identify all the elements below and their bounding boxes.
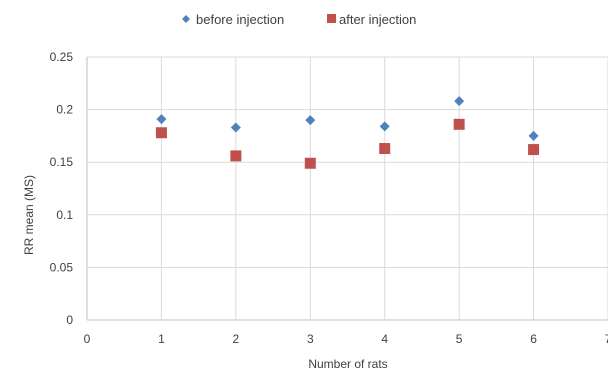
before-injection-point [528,130,539,141]
legend-label-after: after injection [339,12,416,27]
x-axis-title: Number of rats [308,357,387,371]
before-injection-point [156,114,167,125]
y-tick-label: 0.15 [50,155,74,169]
before-injection-point [379,121,390,132]
x-tick-label: 5 [456,332,463,346]
after-injection-point [230,150,242,162]
x-tick-label: 7 [605,332,608,346]
after-injection-point [528,144,540,156]
legend-diamond-marker [182,15,190,23]
x-tick-label: 4 [381,332,388,346]
x-tick-label: 3 [307,332,314,346]
grid-lines [86,56,608,321]
after-injection-point [155,127,167,139]
y-tick-label: 0.25 [50,50,74,64]
data-points [155,96,540,169]
legend-square-marker [327,14,336,23]
legend-item-after: after injection [327,12,416,27]
before-injection-point [305,115,316,126]
x-tick-label: 0 [84,332,91,346]
legend-item-before: before injection [182,12,284,27]
after-injection-point [304,157,316,169]
legend: before injection after injection [182,12,416,27]
x-axis-ticks: 0 1 2 3 4 5 6 7 [84,332,608,346]
y-tick-label: 0 [66,313,73,327]
x-tick-label: 2 [233,332,240,346]
y-tick-label: 0.2 [56,103,73,117]
y-axis-title: RR mean (MS) [22,175,36,255]
y-axis-ticks: 0 0.05 0.1 0.15 0.2 0.25 [50,50,74,327]
x-tick-label: 6 [530,332,537,346]
legend-label-before: before injection [196,12,284,27]
before-injection-point [230,122,241,133]
x-tick-label: 1 [158,332,165,346]
after-injection-point [379,143,391,155]
y-tick-label: 0.1 [56,208,73,222]
y-tick-label: 0.05 [50,260,74,274]
after-injection-point [453,118,465,130]
before-injection-point [454,96,465,107]
